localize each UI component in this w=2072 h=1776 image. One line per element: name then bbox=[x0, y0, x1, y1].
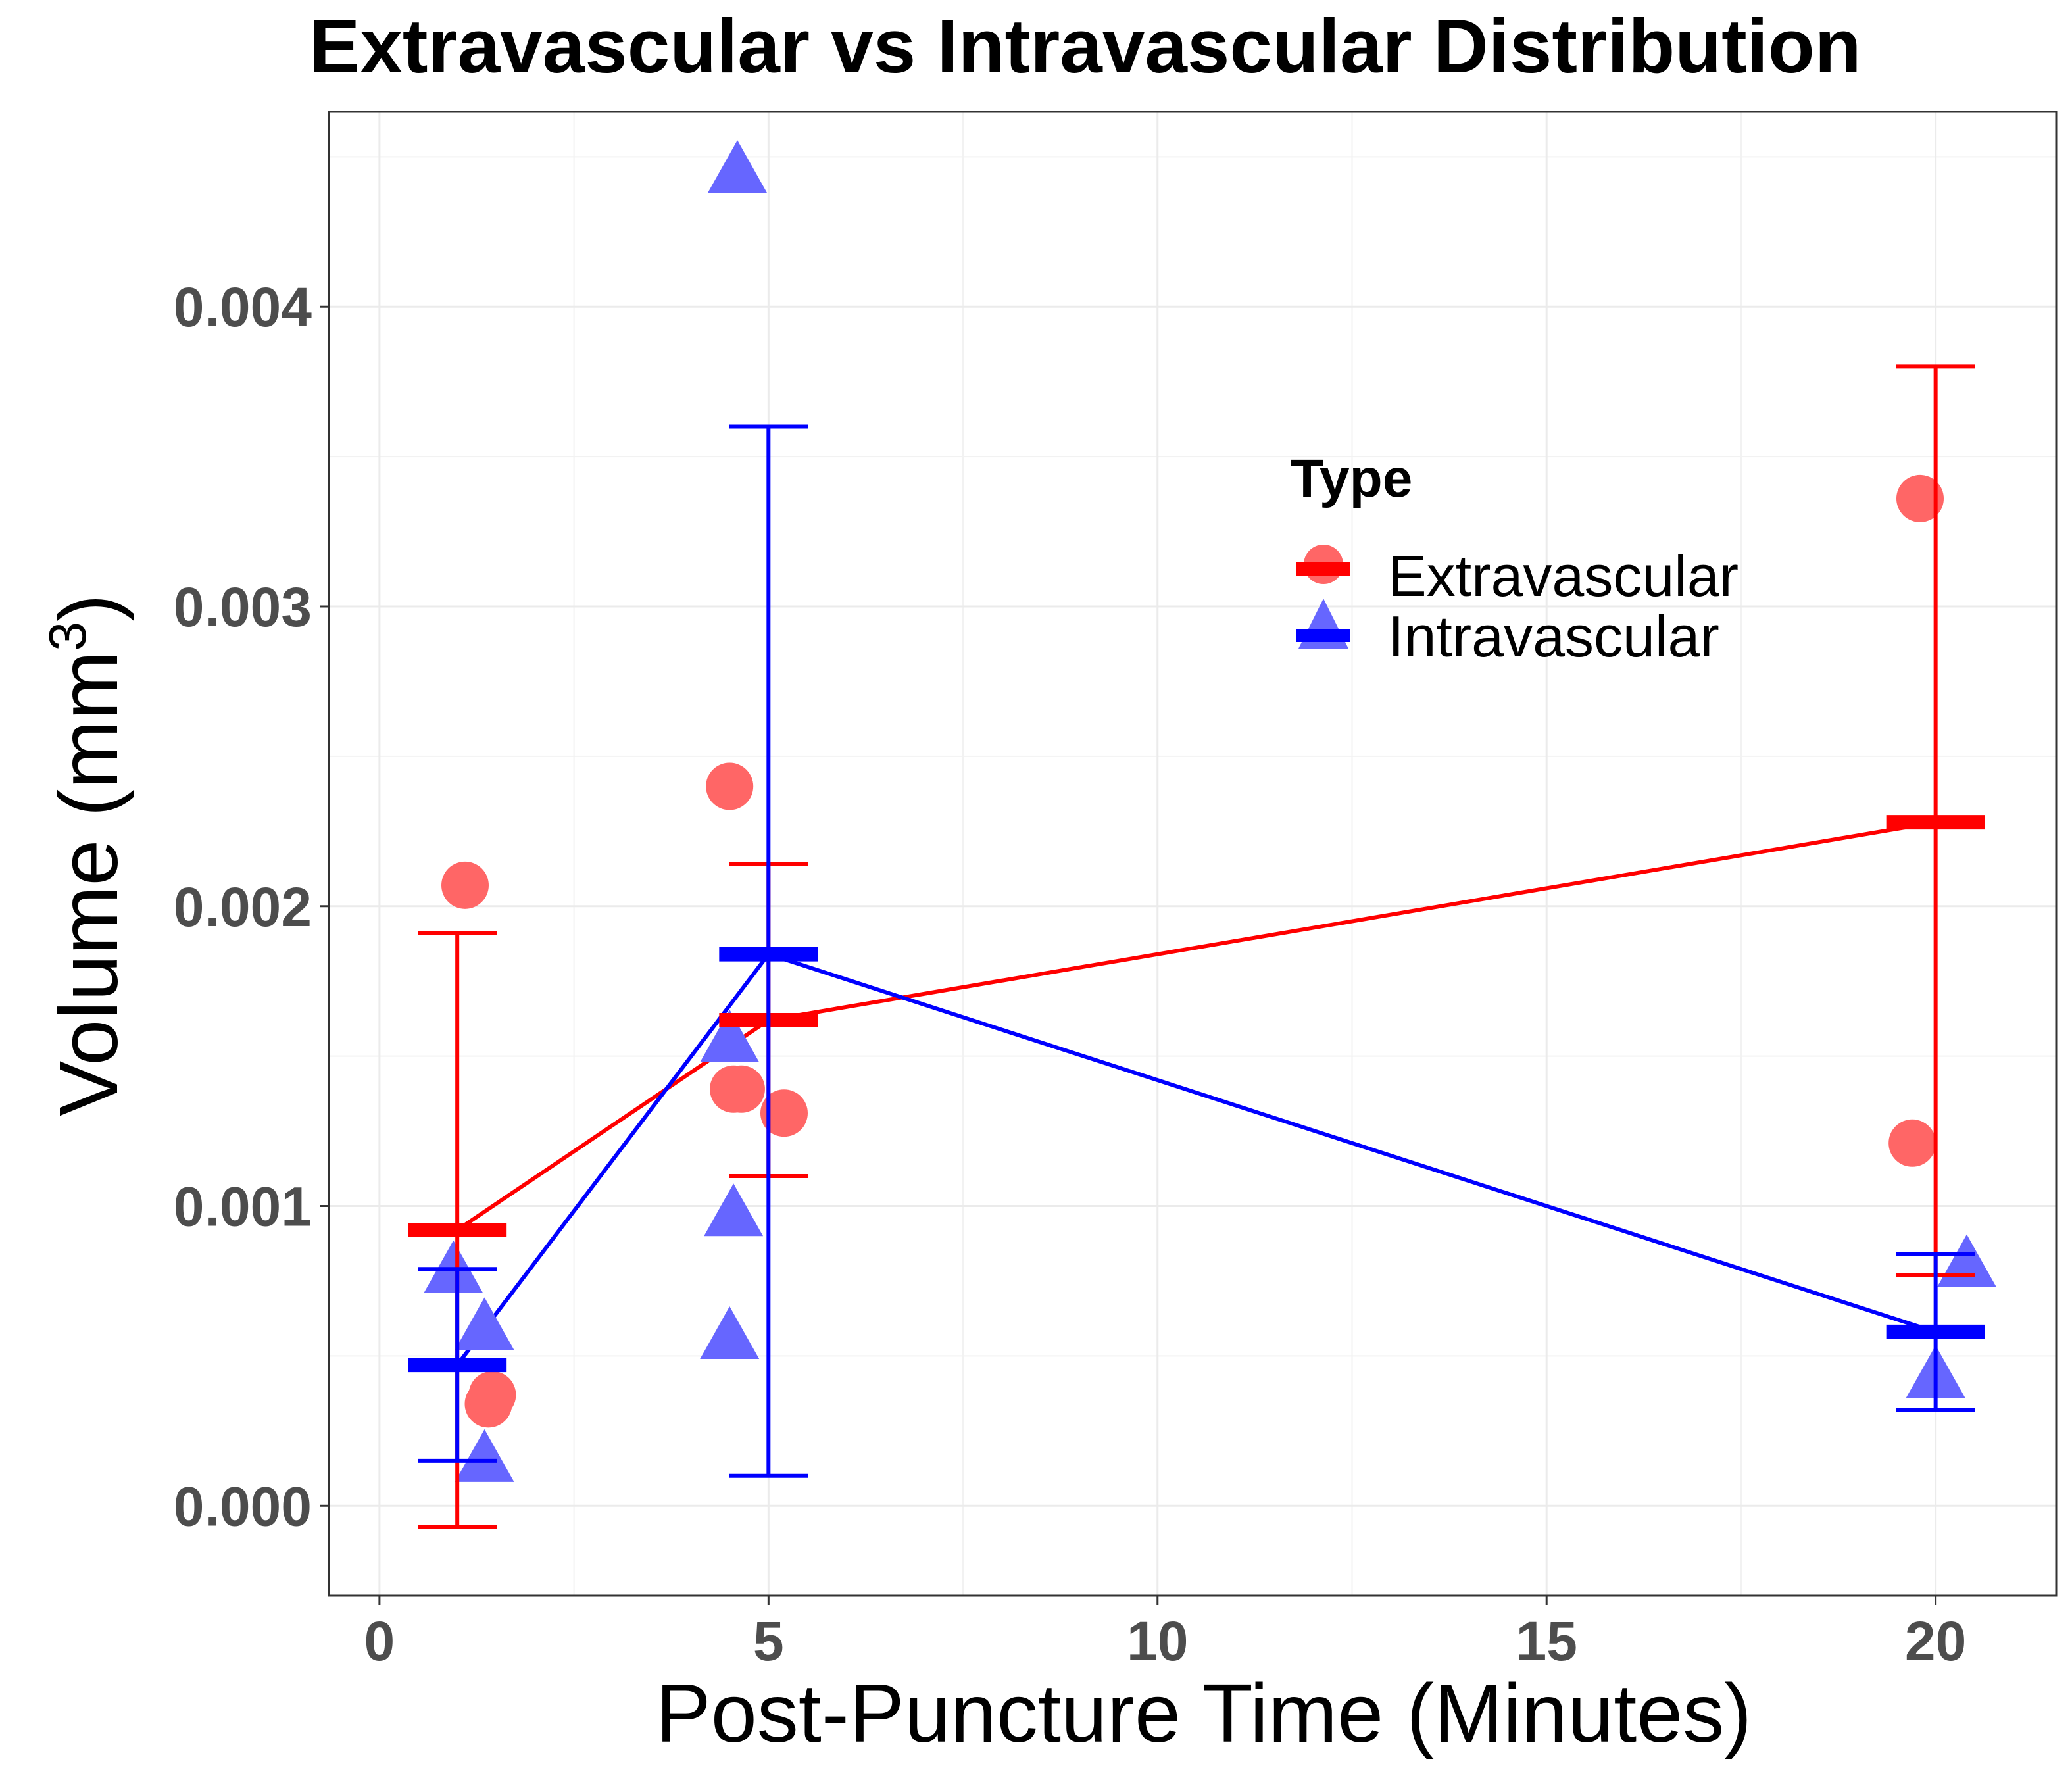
intravascular-mean-line bbox=[455, 952, 1936, 1366]
intravascular-point bbox=[455, 1297, 514, 1350]
intravascular-point bbox=[1936, 1234, 1996, 1287]
y-tick-label: 0.004 bbox=[174, 276, 312, 338]
y-tick-label: 0.000 bbox=[174, 1475, 312, 1537]
intravascular-point bbox=[455, 1429, 514, 1482]
y-tick-label: 0.002 bbox=[174, 876, 312, 938]
extravascular-point bbox=[1888, 1119, 1936, 1167]
x-axis-title: Post-Puncture Time (Minutes) bbox=[656, 1667, 1752, 1760]
x-tick-label: 20 bbox=[1905, 1610, 1966, 1672]
y-tick-label: 0.001 bbox=[174, 1176, 312, 1238]
legend-label-intravascular: Intravascular bbox=[1388, 604, 1719, 669]
extravascular-point bbox=[760, 1089, 808, 1137]
intravascular-point bbox=[704, 1183, 764, 1237]
x-tick-label: 0 bbox=[364, 1610, 395, 1672]
intravascular-point bbox=[424, 1240, 483, 1293]
intravascular-point bbox=[708, 140, 768, 193]
extravascular-point bbox=[717, 1065, 765, 1113]
y-axis-title: Volume (mm3) bbox=[38, 594, 135, 1116]
legend-title: Type bbox=[1291, 449, 1412, 508]
chart-title: Extravascular vs Intravascular Distribut… bbox=[309, 3, 1862, 89]
legend-key-extravascular bbox=[1296, 545, 1350, 584]
data-points bbox=[424, 140, 1996, 1482]
y-axis-title-group: Volume (mm3) bbox=[38, 594, 135, 1116]
y-axis: 0.000 0.001 0.002 0.003 0.004 bbox=[174, 276, 329, 1537]
y-tick-label: 0.003 bbox=[174, 576, 312, 638]
extravascular-mean-line bbox=[456, 820, 1936, 1232]
extravascular-point bbox=[706, 762, 754, 810]
legend-key-intravascular bbox=[1296, 599, 1350, 649]
x-axis: 0 5 10 15 20 bbox=[364, 1596, 1966, 1672]
intravascular-point bbox=[700, 1306, 760, 1360]
legend: Type Extravascular Intravascular bbox=[1291, 449, 1739, 669]
plot-panel-border bbox=[328, 111, 2058, 1597]
error-bars bbox=[408, 364, 1985, 1529]
extravascular-point bbox=[1896, 474, 1944, 522]
y-axis-title-superscript: 3 bbox=[38, 622, 97, 651]
extravascular-point bbox=[468, 1371, 516, 1419]
legend-label-extravascular: Extravascular bbox=[1388, 543, 1739, 608]
grid bbox=[329, 112, 2056, 1596]
extravascular-point bbox=[441, 861, 489, 909]
y-axis-title-main: Volume (mm bbox=[42, 651, 135, 1116]
series-lines bbox=[455, 820, 1936, 1366]
x-tick-label: 15 bbox=[1516, 1610, 1577, 1672]
x-tick-label: 5 bbox=[753, 1610, 784, 1672]
intravascular-point bbox=[700, 1009, 760, 1062]
x-tick-label: 10 bbox=[1127, 1610, 1188, 1672]
y-axis-title-suffix: ) bbox=[42, 594, 135, 622]
